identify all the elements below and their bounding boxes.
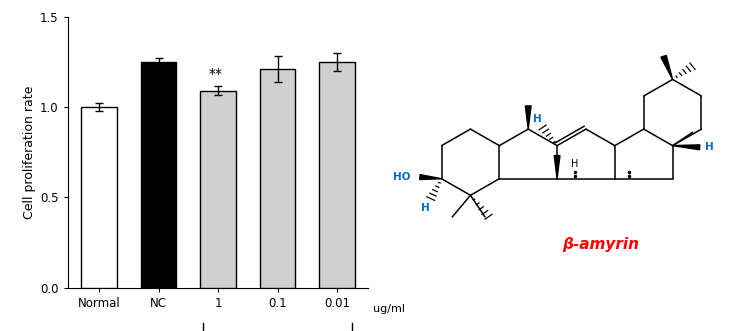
Bar [141, 62, 177, 288]
Polygon shape [420, 175, 441, 179]
Polygon shape [672, 145, 700, 150]
Bar [259, 69, 296, 288]
Polygon shape [661, 55, 672, 79]
Text: ug/ml: ug/ml [373, 304, 405, 314]
Text: HO: HO [393, 172, 411, 182]
Text: β-amyrin: β-amyrin [562, 237, 639, 253]
Text: H: H [705, 142, 714, 152]
Bar [319, 62, 355, 288]
Polygon shape [526, 106, 531, 129]
Text: H: H [533, 114, 541, 124]
Text: H: H [421, 203, 429, 213]
Polygon shape [554, 156, 560, 179]
Bar [200, 91, 236, 288]
Text: **: ** [208, 67, 222, 81]
Bar [81, 107, 117, 288]
Text: H: H [572, 159, 579, 169]
Y-axis label: Cell proliferation rate: Cell proliferation rate [23, 86, 36, 219]
